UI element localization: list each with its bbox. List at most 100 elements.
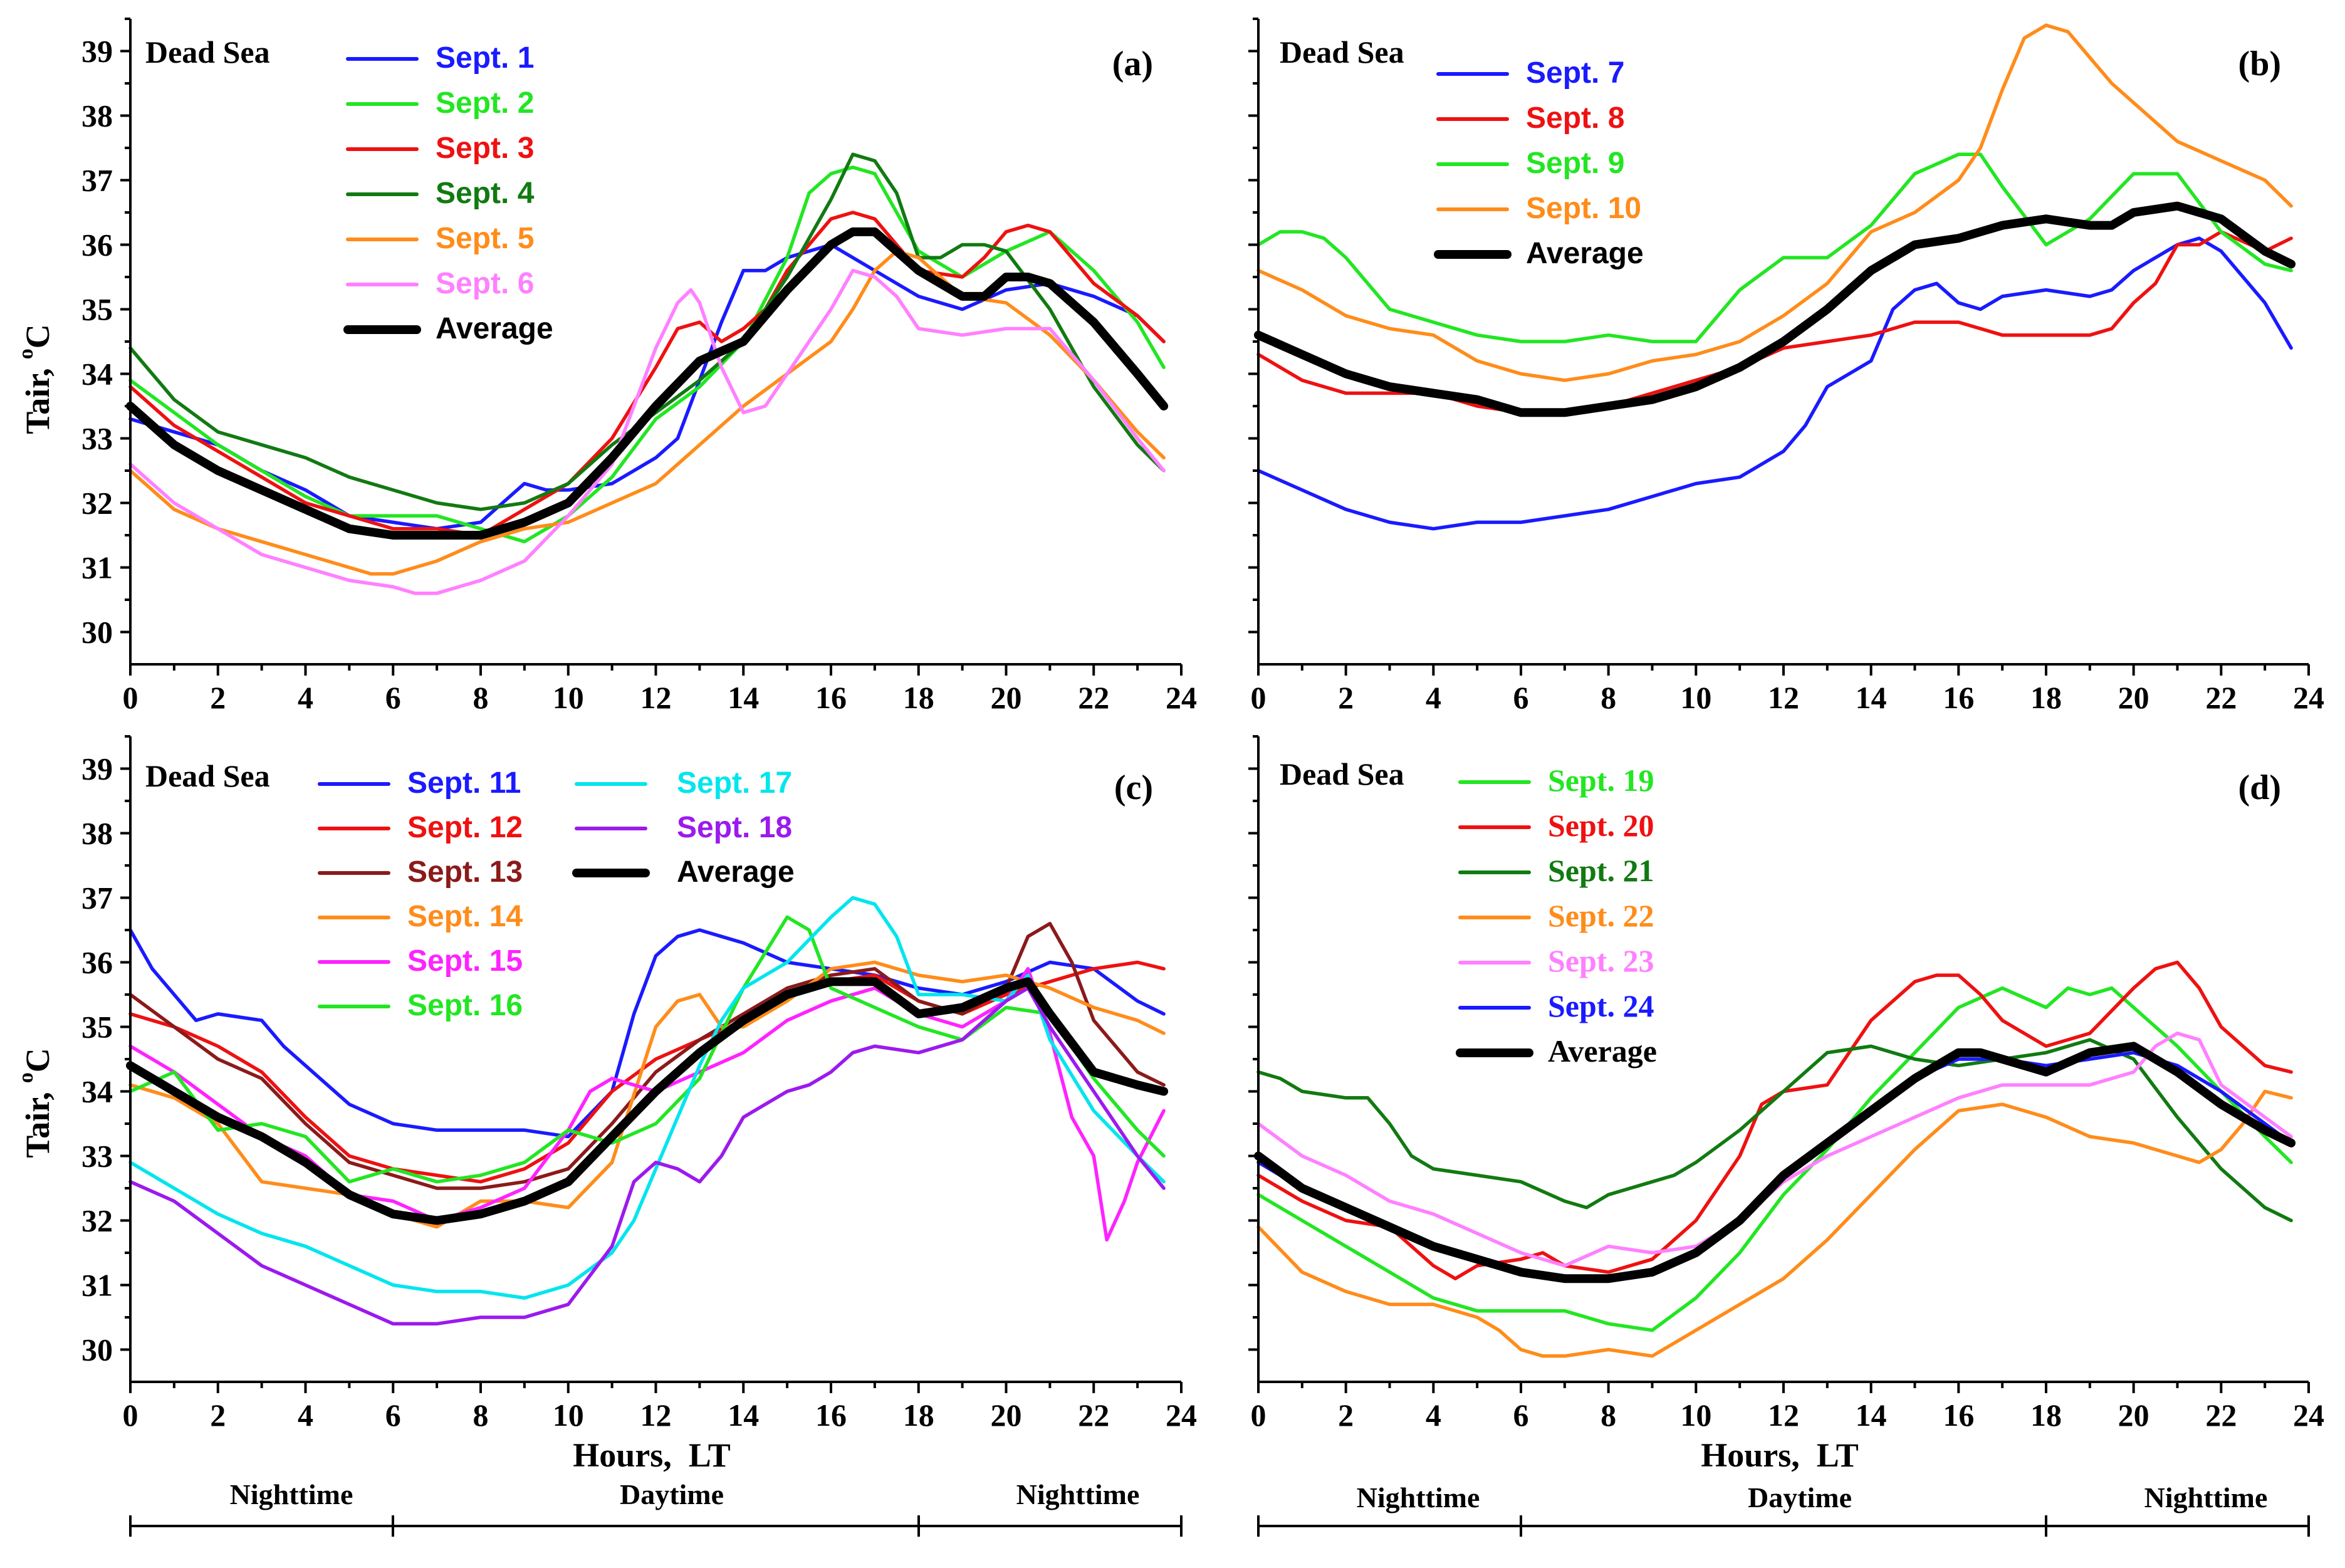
ylabel-bottom: Tair,oC (14, 1048, 56, 1158)
legend-label: Average (1526, 237, 1644, 270)
legend-label: Sept. 23 (1548, 943, 1654, 978)
legend: Sept. 1 Sept. 2 Sept. 3 Sept. 4 Sept. 5 Sept.… (343, 41, 553, 345)
legend: Sept. 19 Sept. 20 Sept. 21 Sept. 22 Sept. 23… (1456, 763, 1657, 1069)
series-line-average (126, 977, 1169, 1225)
x-tick-label: 0 (1251, 1398, 1267, 1433)
y-tick-label: 39 (81, 34, 113, 69)
x-tick-label: 4 (298, 1398, 313, 1433)
x-tick-label: 10 (1680, 680, 1711, 715)
x-tick-label: 20 (991, 1398, 1022, 1433)
site-label: Dead Sea (1280, 34, 1404, 70)
x-tick-label: 12 (640, 1398, 672, 1433)
legend-label: Sept. 9 (1526, 147, 1624, 180)
series-line-sept-12 (128, 960, 1166, 1184)
x-tick-label: 24 (2293, 680, 2324, 715)
y-tick-label: 32 (81, 1203, 113, 1238)
legend-label: Sept. 4 (436, 177, 535, 210)
series-line-sept-2 (128, 165, 1166, 544)
legend-label: Average (1548, 1033, 1657, 1069)
x-tick-label: 10 (553, 1398, 584, 1433)
x-tick-label: 14 (1856, 680, 1887, 715)
svg-text:Tair,oC: Tair,oC (14, 1048, 56, 1158)
legend-label: Sept. 7 (1526, 56, 1624, 90)
series-line-sept-16 (128, 915, 1166, 1184)
y-tick-label: 31 (81, 1268, 113, 1303)
x-tick-label: 22 (2205, 1398, 2237, 1433)
nighttime-label: Nighttime (2144, 1482, 2268, 1513)
x-tick-label: 16 (815, 680, 847, 715)
legend-label: Sept. 13 (407, 855, 523, 889)
series-line-sept-21 (1256, 1038, 2293, 1223)
y-tick-label: 38 (81, 98, 113, 133)
x-tick-label: 16 (1943, 680, 1974, 715)
x-tick-label: 22 (1078, 1398, 1109, 1433)
x-tick-label: 12 (640, 680, 672, 715)
legend-label: Sept. 12 (407, 811, 523, 844)
y-tick-label: 37 (81, 163, 113, 198)
legend-label: Sept. 1 (436, 41, 534, 75)
panel-label: (d) (2238, 768, 2281, 807)
daytime-label: Daytime (1748, 1482, 1852, 1513)
x-tick-label: 24 (1166, 1398, 1197, 1433)
y-tick-label: 30 (81, 1332, 113, 1367)
x-tick-label: 2 (210, 1398, 226, 1433)
x-tick-label: 8 (1601, 1398, 1616, 1433)
series-line-sept-18 (128, 986, 1166, 1326)
legend: Sept. 7 Sept. 8 Sept. 9 Sept. 10 Average (1434, 56, 1644, 270)
x-tick-label: 14 (728, 1398, 759, 1433)
x-tick-label: 0 (123, 1398, 138, 1433)
legend-label: Sept. 3 (436, 132, 534, 165)
legend-label: Sept. 11 (407, 766, 521, 800)
x-tick-label: 14 (728, 680, 759, 715)
x-tick-label: 8 (473, 1398, 489, 1433)
svg-text:Tair,oC: Tair,oC (14, 324, 56, 434)
panel-a: 0 2 4 6 8 10 12 14 16 18 20 22 243031323334353637383… (81, 18, 1197, 715)
x-tick-label: 22 (1078, 680, 1109, 715)
series-line-sept-6 (128, 268, 1166, 595)
x-tick-label: 18 (903, 680, 934, 715)
y-tick-label: 35 (81, 1010, 113, 1045)
x-tick-label: 6 (385, 1398, 401, 1433)
x-tick-label: 6 (385, 680, 401, 715)
x-tick-label: 2 (1338, 680, 1354, 715)
xlabel-d: Hours, LT (1701, 1436, 1859, 1474)
series-line-sept-14 (128, 960, 1166, 1229)
y-tick-label: 34 (81, 357, 113, 392)
x-tick-label: 18 (2030, 680, 2062, 715)
x-tick-label: 4 (1426, 1398, 1441, 1433)
x-tick-label: 0 (1251, 680, 1267, 715)
y-tick-label: 36 (81, 945, 113, 980)
x-tick-label: 0 (123, 680, 138, 715)
legend-label: Sept. 20 (1548, 808, 1654, 843)
legend-label: Sept. 21 (1548, 853, 1654, 888)
x-tick-label: 16 (1943, 1398, 1974, 1433)
legend-label: Sept. 18 (677, 811, 792, 844)
panel-label: (c) (1114, 768, 1153, 807)
series-line-sept-22 (1256, 1089, 2293, 1358)
legend-label: Sept. 14 (407, 900, 523, 933)
x-tick-label: 24 (1166, 680, 1197, 715)
x-tick-label: 18 (2030, 1398, 2062, 1433)
site-label: Dead Sea (1280, 756, 1404, 792)
y-tick-label: 38 (81, 816, 113, 851)
nighttime-label: Nighttime (230, 1478, 353, 1510)
series-line-sept-19 (1256, 986, 2293, 1332)
series-line-sept-7 (1256, 236, 2293, 531)
x-tick-label: 8 (1601, 680, 1616, 715)
legend-label: Sept. 6 (436, 267, 534, 300)
legend-label: Sept. 24 (1548, 988, 1654, 1023)
y-tick-label: 35 (81, 292, 113, 327)
ylabel-top: Tair,oC (14, 324, 56, 434)
legend-label: Sept. 17 (677, 766, 792, 800)
series-line-sept-23 (1256, 1032, 2293, 1268)
series-line-sept-4 (128, 152, 1166, 511)
x-tick-label: 20 (991, 680, 1022, 715)
x-tick-label: 24 (2293, 1398, 2324, 1433)
x-tick-label: 20 (2118, 1398, 2149, 1433)
x-tick-label: 12 (1768, 680, 1799, 715)
site-label: Dead Sea (145, 34, 270, 70)
time-periods-right: Nighttime Daytime Nighttime (1257, 1482, 2310, 1537)
panel-label: (a) (1112, 44, 1153, 83)
